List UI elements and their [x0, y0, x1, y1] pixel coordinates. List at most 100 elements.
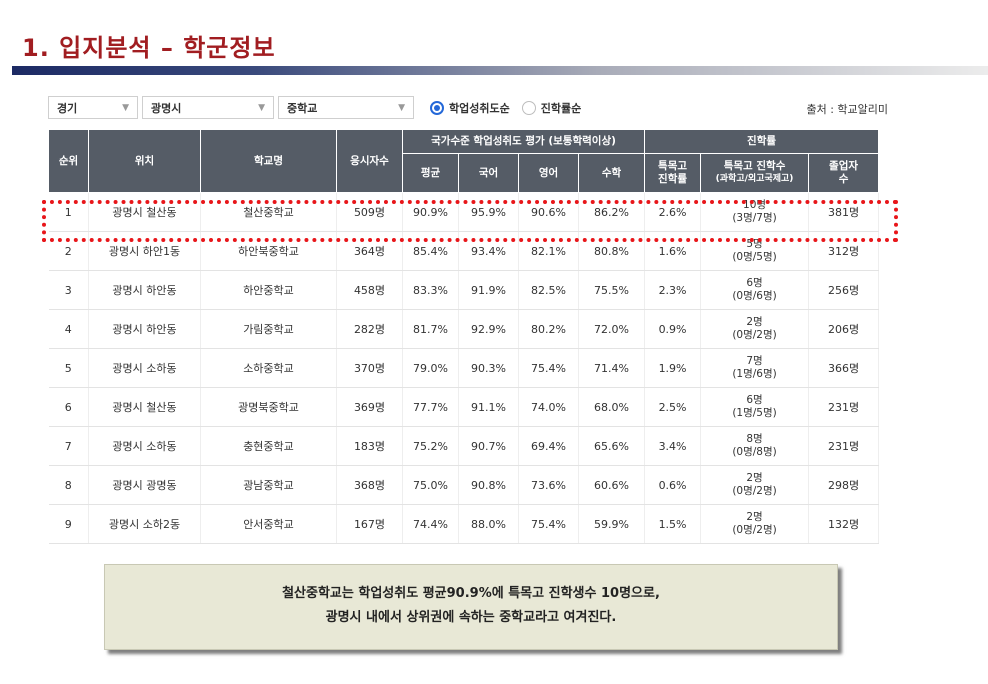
cell-english: 90.6%	[518, 192, 579, 232]
cell-korean: 90.8%	[458, 465, 519, 505]
header-math: 수학	[577, 153, 646, 193]
filter-bar: 경기 ▼ 광명시 ▼ 중학교 ▼ 학업성취도순 진학률순	[48, 96, 581, 119]
header-special-rate-line2: 진학률	[658, 173, 688, 185]
cell-location: 광명시 광명동	[88, 465, 201, 505]
cell-rank: 8	[48, 465, 89, 505]
cell-school: 철산중학교	[200, 192, 337, 232]
radio-advancement-label: 진학률순	[540, 101, 582, 115]
cell-special-count: 6명 (0명/6명)	[700, 270, 810, 310]
cell-rank: 1	[48, 192, 89, 232]
cell-graduates: 256명	[808, 270, 880, 310]
cell-graduates: 132명	[808, 504, 880, 544]
city-select[interactable]: 광명시 ▼	[142, 96, 274, 119]
cell-students: 368명	[336, 465, 403, 505]
header-advancement: 진학률	[644, 129, 880, 154]
cell-special-count: 2명 (0명/2명)	[700, 504, 810, 544]
region-select[interactable]: 경기 ▼	[48, 96, 138, 119]
radio-advancement-order[interactable]: 진학률순	[521, 100, 582, 116]
special-count-total: 2명	[746, 472, 763, 484]
table-row: 4 광명시 하안동 가림중학교 282명 81.7% 92.9% 80.2% 7…	[48, 309, 880, 349]
cell-students: 369명	[336, 387, 403, 427]
title-underline-bar	[12, 66, 988, 75]
header-graduates-line2: 수	[838, 173, 849, 185]
cell-students: 370명	[336, 348, 403, 388]
special-count-detail: (1명/5명)	[732, 407, 777, 419]
cell-english: 82.5%	[518, 270, 579, 310]
header-graduates-line1: 졸업자	[829, 160, 859, 172]
cell-school: 가림중학교	[200, 309, 337, 349]
special-count-total: 6명	[746, 394, 763, 406]
table-row: 8 광명시 광명동 광남중학교 368명 75.0% 90.8% 73.6% 6…	[48, 465, 880, 505]
cell-special-rate: 1.5%	[644, 504, 702, 544]
cell-rank: 9	[48, 504, 89, 544]
cell-location: 광명시 하안동	[88, 309, 201, 349]
header-english: 영어	[518, 153, 579, 193]
header-special-rate-line1: 특목고	[658, 160, 688, 172]
cell-school: 광남중학교	[200, 465, 337, 505]
header-location: 위치	[88, 129, 201, 193]
cell-graduates: 206명	[808, 309, 880, 349]
special-count-total: 6명	[746, 277, 763, 289]
cell-special-count: 10명 (3명/7명)	[700, 192, 810, 232]
cell-avg: 79.0%	[402, 348, 459, 388]
cell-avg: 75.0%	[402, 465, 459, 505]
cell-avg: 90.9%	[402, 192, 459, 232]
cell-rank: 6	[48, 387, 89, 427]
table-row: 3 광명시 하안동 하안중학교 458명 83.3% 91.9% 82.5% 7…	[48, 270, 880, 310]
table-row: 7 광명시 소하동 충현중학교 183명 75.2% 90.7% 69.4% 6…	[48, 426, 880, 466]
cell-special-count: 2명 (0명/2명)	[700, 465, 810, 505]
cell-special-count: 8명 (0명/8명)	[700, 426, 810, 466]
cell-math: 60.6%	[578, 465, 646, 505]
special-count-total: 7명	[746, 355, 763, 367]
cell-special-rate: 3.4%	[644, 426, 702, 466]
special-count-detail: (0명/2명)	[732, 524, 777, 536]
chevron-down-icon: ▼	[398, 102, 405, 113]
cell-special-count: 7명 (1명/6명)	[700, 348, 810, 388]
cell-korean: 91.9%	[458, 270, 519, 310]
cell-korean: 92.9%	[458, 309, 519, 349]
radio-selected-icon	[430, 100, 444, 115]
table-row: 5 광명시 소하동 소하중학교 370명 79.0% 90.3% 75.4% 7…	[48, 348, 880, 388]
cell-special-rate: 2.5%	[644, 387, 702, 427]
source-label: 출처 : 학교알리미	[806, 103, 888, 116]
special-count-detail: (3명/7명)	[732, 212, 777, 224]
chevron-down-icon: ▼	[122, 102, 129, 113]
cell-english: 75.4%	[518, 504, 579, 544]
cell-school: 안서중학교	[200, 504, 337, 544]
header-rank: 순위	[48, 129, 89, 193]
radio-academic-order[interactable]: 학업성취도순	[430, 100, 510, 116]
cell-school: 충현중학교	[200, 426, 337, 466]
cell-students: 167명	[336, 504, 403, 544]
special-count-detail: (0명/6명)	[732, 290, 777, 302]
chevron-down-icon: ▼	[258, 102, 265, 113]
cell-students: 282명	[336, 309, 403, 349]
header-school: 학교명	[200, 129, 337, 193]
radio-academic-label: 학업성취도순	[449, 101, 510, 115]
radio-unselected-icon	[521, 100, 536, 115]
cell-graduates: 366명	[808, 348, 880, 388]
table-row: 9 광명시 소하2동 안서중학교 167명 74.4% 88.0% 75.4% …	[48, 504, 880, 544]
cell-location: 광명시 철산동	[88, 387, 201, 427]
table-row: 1 광명시 철산동 철산중학교 509명 90.9% 95.9% 90.6% 8…	[48, 192, 880, 232]
cell-avg: 74.4%	[402, 504, 459, 544]
cell-english: 75.4%	[518, 348, 579, 388]
cell-rank: 7	[48, 426, 89, 466]
cell-special-rate: 0.6%	[644, 465, 702, 505]
header-special-count: 특목고 진학수 (과학고/외고국제고)	[700, 153, 810, 193]
header-graduates: 졸업자 수	[808, 153, 880, 193]
header-special-count-line2: (과학고/외고국제고)	[715, 174, 794, 184]
cell-students: 509명	[336, 192, 403, 232]
cell-avg: 81.7%	[402, 309, 459, 349]
header-special-count-line1: 특목고 진학수	[723, 160, 786, 172]
school-level-select[interactable]: 중학교 ▼	[278, 96, 414, 119]
cell-avg: 77.7%	[402, 387, 459, 427]
special-count-detail: (1명/6명)	[732, 368, 777, 380]
cell-english: 80.2%	[518, 309, 579, 349]
cell-school: 소하중학교	[200, 348, 337, 388]
cell-location: 광명시 소하2동	[88, 504, 201, 544]
special-count-total: 2명	[746, 316, 763, 328]
special-count-detail: (0명/2명)	[732, 485, 777, 497]
cell-korean: 90.3%	[458, 348, 519, 388]
cell-graduates: 298명	[808, 465, 880, 505]
special-count-detail: (0명/5명)	[732, 251, 777, 263]
